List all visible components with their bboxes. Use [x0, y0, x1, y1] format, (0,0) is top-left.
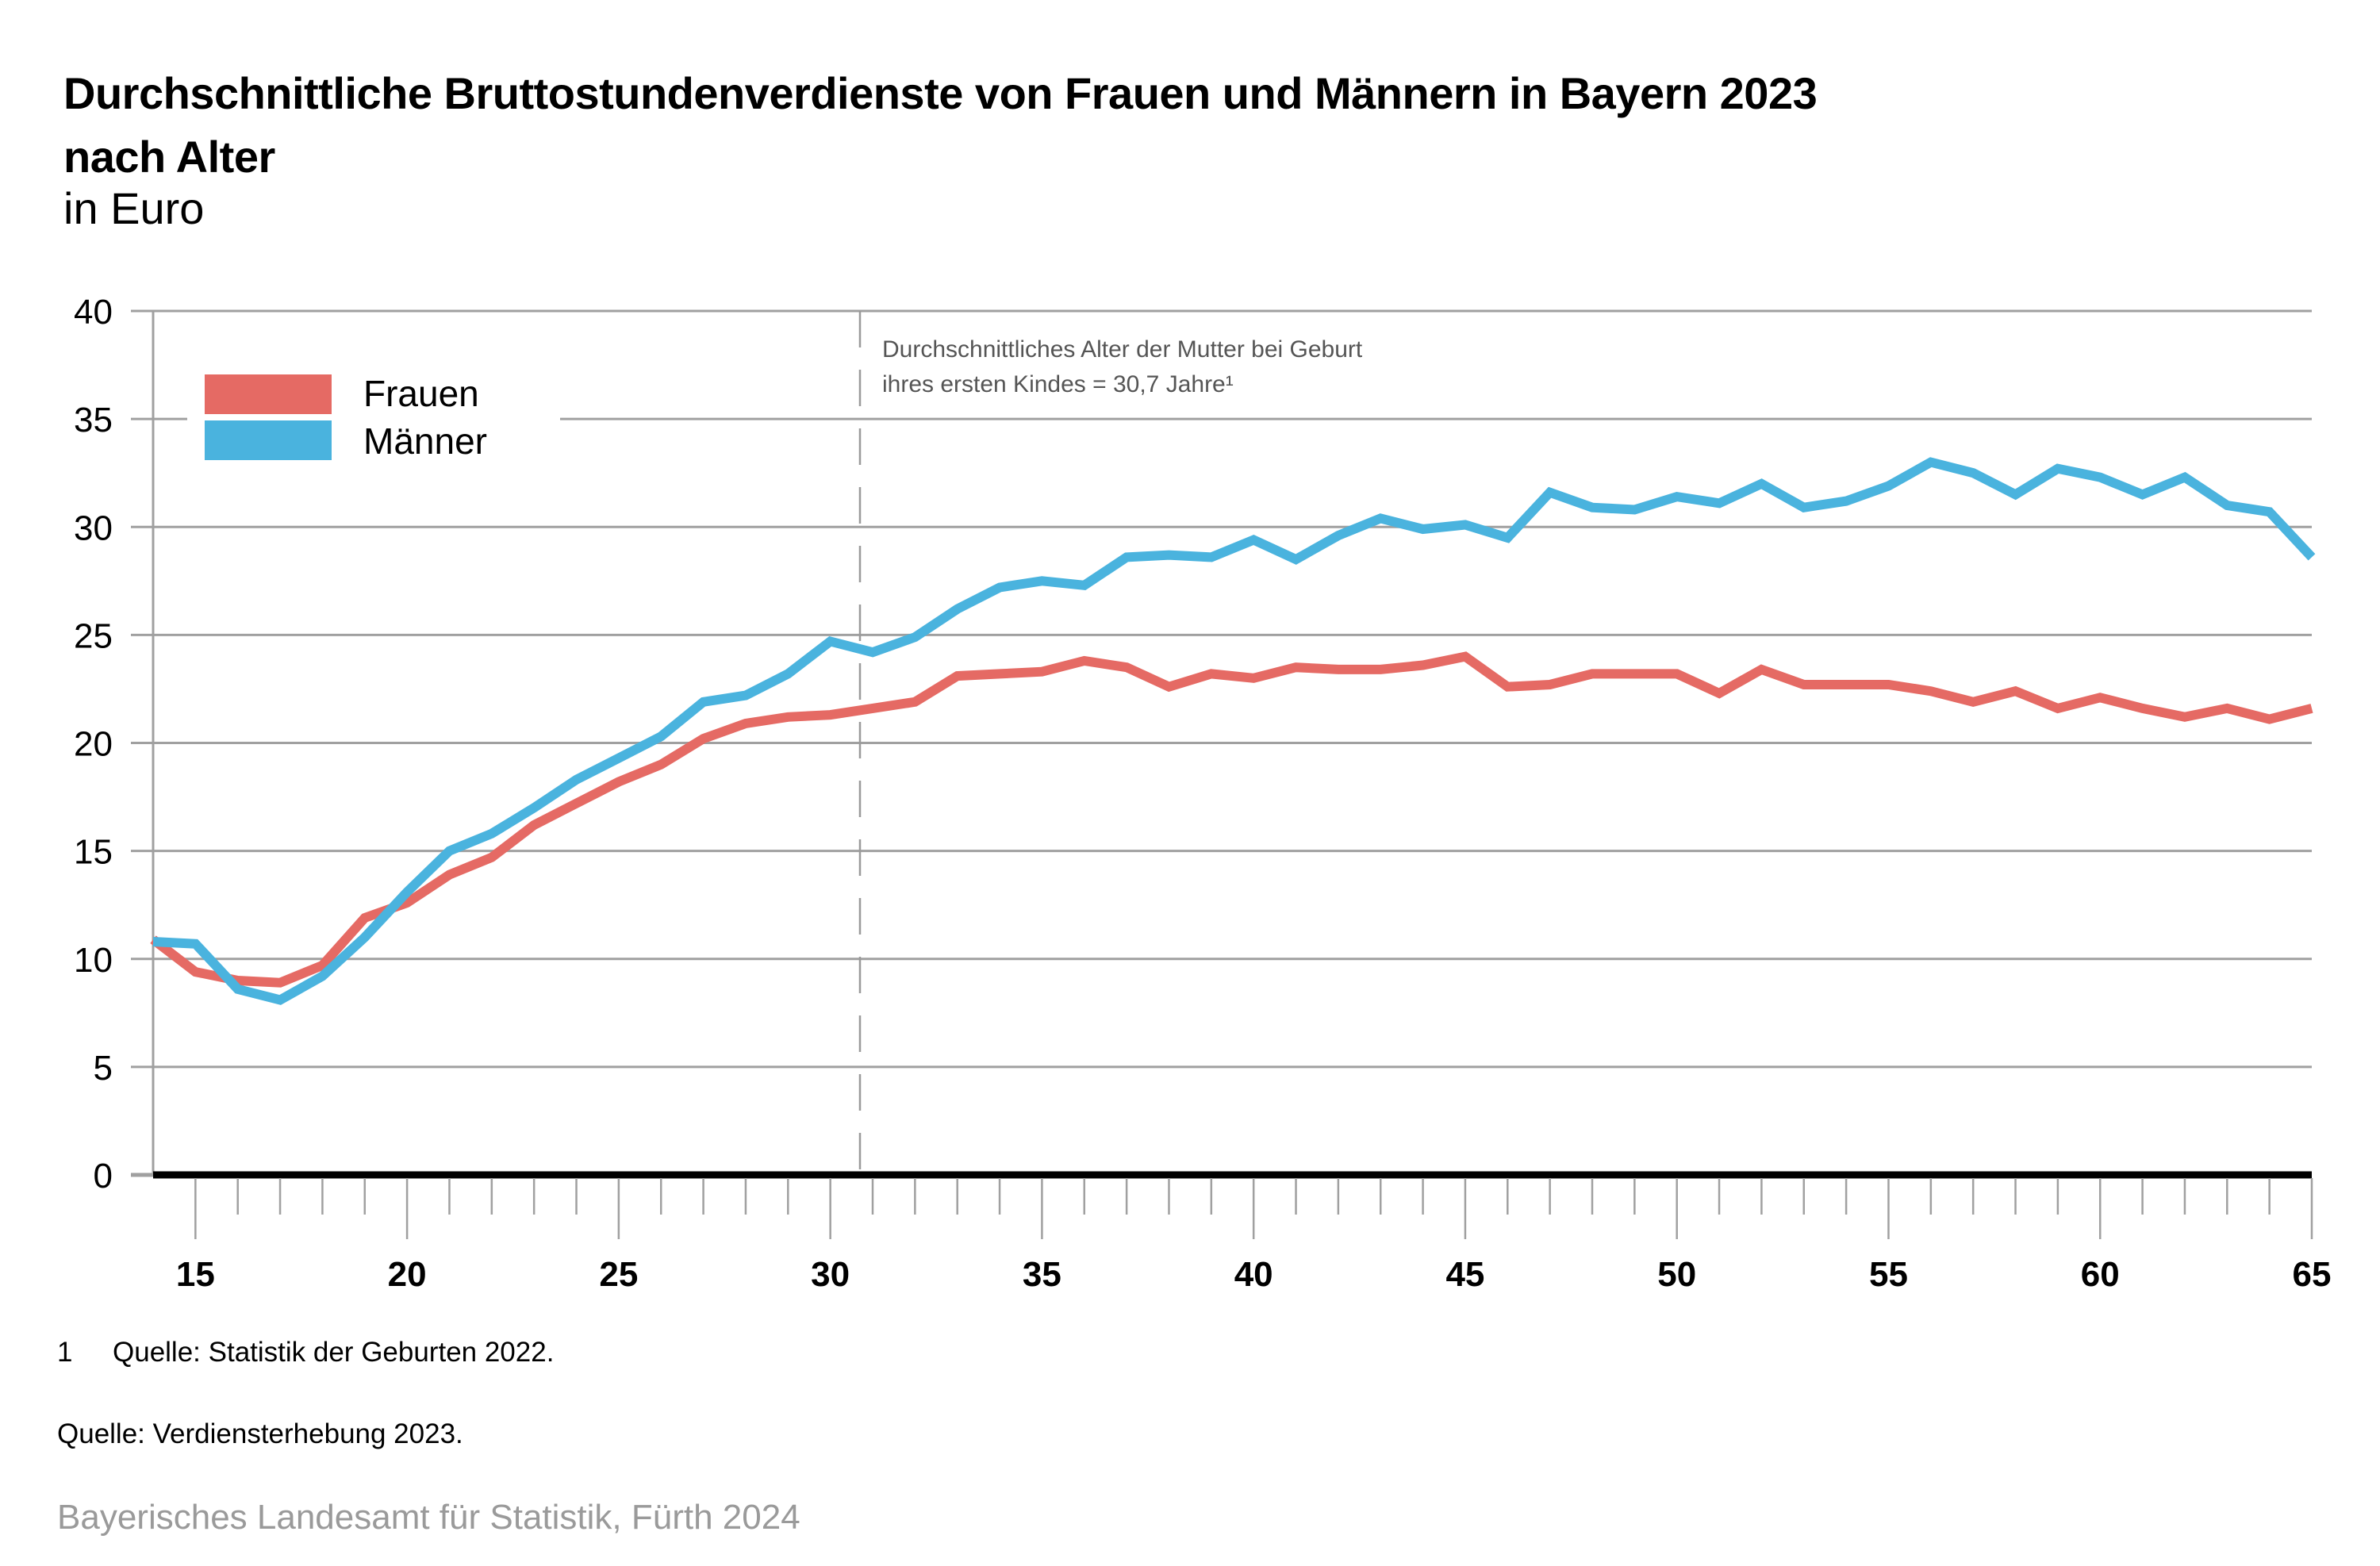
footnote: 1 Quelle: Statistik der Geburten 2022.: [57, 1337, 554, 1368]
chart-title-line-1: Durchschnittliche Bruttostundenverdienst…: [63, 68, 1818, 118]
x-tick-label: 25: [599, 1255, 638, 1294]
chart-subtitle: in Euro: [63, 183, 205, 233]
legend-swatch-maenner: [205, 420, 332, 460]
x-tick-label: 60: [2081, 1255, 2120, 1294]
legend-label-maenner: Männer: [363, 420, 487, 462]
x-tick-label: 50: [1657, 1255, 1696, 1294]
y-tick-label: 5: [94, 1049, 113, 1088]
y-tick-label: 40: [74, 293, 113, 332]
x-tick-label: 20: [388, 1255, 427, 1294]
footnote-number: 1: [57, 1337, 73, 1368]
x-tick-label: 45: [1445, 1255, 1484, 1294]
publisher-credit: Bayerisches Landesamt für Statistik, Für…: [57, 1498, 800, 1537]
source-note: Quelle: Verdiensterhebung 2023.: [57, 1418, 463, 1449]
chart-title-line-2: nach Alter: [63, 132, 275, 182]
y-tick-label: 35: [74, 401, 113, 439]
annotation-text-line-2: ihres ersten Kindes = 30,7 Jahre¹: [882, 371, 1234, 397]
x-tick-label: 65: [2293, 1255, 2332, 1294]
y-tick-label: 10: [74, 941, 113, 980]
series-line-maenner: [152, 457, 2316, 1005]
y-axis: 0 5 10 15 20 25 30 35 40: [74, 293, 113, 1196]
y-tick-label: 20: [74, 725, 113, 764]
series-line-frauen: [150, 651, 2313, 988]
y-tick-label: 25: [74, 616, 113, 655]
x-tick-label: 55: [1869, 1255, 1908, 1294]
x-tick-label: 40: [1234, 1255, 1273, 1294]
legend-swatch-frauen: [205, 374, 332, 414]
legend: Frauen Männer: [187, 349, 560, 476]
x-axis: 15 20 25 30 35 40 45 50 55 60 65: [131, 311, 2331, 1294]
y-tick-label: 15: [74, 833, 113, 872]
x-tick-label: 30: [811, 1255, 850, 1294]
footnote-text: Quelle: Statistik der Geburten 2022.: [113, 1337, 555, 1368]
y-tick-label: 30: [74, 509, 113, 547]
annotation: Durchschnittliches Alter der Mutter bei …: [858, 311, 1363, 1172]
annotation-text-line-1: Durchschnittliches Alter der Mutter bei …: [882, 336, 1363, 363]
x-tick-label: 15: [176, 1255, 215, 1294]
legend-label-frauen: Frauen: [363, 373, 479, 414]
chart-title: Durchschnittliche Bruttostundenverdienst…: [63, 62, 1818, 189]
y-tick-label: 0: [94, 1157, 113, 1196]
x-tick-label: 35: [1023, 1255, 1061, 1294]
series-lines: [150, 457, 2316, 1005]
